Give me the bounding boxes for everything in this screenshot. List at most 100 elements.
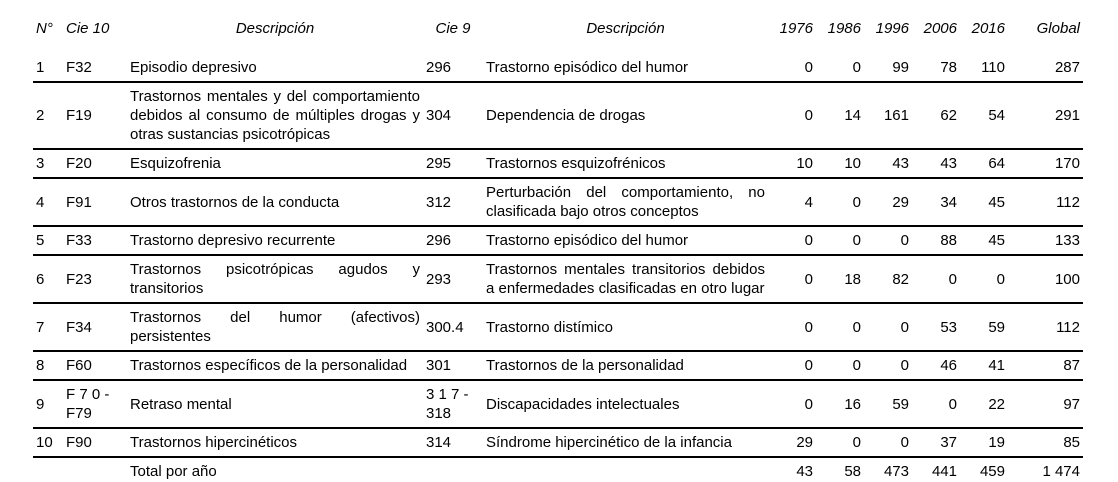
row-number: 10 — [36, 434, 53, 451]
col-header-global: Global — [1036, 19, 1080, 37]
total-row: Total por año 43 58 473 441 459 1 474 — [33, 457, 1083, 482]
cie9-code: 300.4 — [426, 318, 464, 336]
cie9-description: Dependencia de drogas — [486, 107, 646, 124]
year-value: 62 — [940, 107, 957, 124]
col-header-cie10: Cie 10 — [66, 19, 110, 37]
year-value: 0 — [852, 193, 861, 211]
total-empty-desc — [483, 457, 768, 482]
cie9-code: 295 — [426, 155, 452, 172]
cie9-code: 304 — [426, 107, 452, 124]
cie10-code: F34 — [66, 318, 92, 336]
cie10-description: Otros trastornos de la conducta — [130, 193, 340, 211]
global-value: 291 — [1054, 107, 1080, 124]
year-value: 22 — [988, 395, 1005, 413]
year-value: 0 — [804, 395, 813, 413]
cie10-code: F 7 0 - F79 — [66, 386, 110, 422]
global-value: 170 — [1054, 155, 1080, 172]
table-row: 9 F 7 0 - F79 Retraso mental 3 1 7 - 318 Dis… — [33, 380, 1083, 428]
cie9-description: Síndrome hipercinético de la infancia — [486, 434, 732, 451]
year-value: 0 — [948, 270, 957, 288]
year-value: 16 — [844, 395, 861, 413]
col-header-year-1976: 1976 — [779, 19, 813, 37]
cie9-code: 296 — [426, 59, 452, 76]
year-value: 0 — [852, 59, 861, 76]
table-body: 1 F32 Episodio depresivo 296 Trastorno episó… — [33, 54, 1083, 482]
cie9-code: 293 — [426, 270, 452, 288]
cie9-description: Trastornos esquizofrénicos — [486, 155, 666, 172]
cie9-code: 301 — [426, 357, 452, 374]
year-value: 29 — [892, 193, 909, 211]
year-value: 0 — [852, 357, 861, 374]
cie10-description: Trastornos del humor (afectivos) persist… — [130, 309, 420, 345]
total-year-value: 58 — [844, 463, 861, 480]
global-value: 112 — [1056, 318, 1080, 336]
total-label: Total por año — [130, 463, 217, 480]
cie10-code: F91 — [66, 193, 92, 211]
cie9-description: Perturbación del comportamiento, no clas… — [486, 184, 765, 220]
cie10-code: F90 — [66, 434, 92, 451]
year-value: 34 — [940, 193, 957, 211]
year-value: 0 — [900, 357, 909, 374]
col-header-year-1996: 1996 — [875, 19, 909, 37]
year-value: 0 — [852, 434, 861, 451]
year-value: 0 — [996, 270, 1005, 288]
cie10-description: Trastorno depresivo recurrente — [130, 232, 336, 249]
table-row: 10 F90 Trastornos hipercinéticos 314 Síndrom… — [33, 428, 1083, 457]
global-value: 97 — [1063, 395, 1080, 413]
col-header-year-2016: 2016 — [971, 19, 1005, 37]
row-number: 2 — [36, 107, 45, 124]
total-year-value: 473 — [883, 463, 909, 480]
global-value: 133 — [1054, 232, 1080, 249]
row-number: 5 — [36, 232, 45, 249]
cie10-code: F20 — [66, 155, 92, 172]
cie9-description: Trastorno episódico del humor — [486, 232, 689, 249]
table-row: 2 F19 Trastornos mentales y del comportami… — [33, 82, 1083, 149]
table-row: 1 F32 Episodio depresivo 296 Trastorno episó… — [33, 54, 1083, 82]
cie10-code: F60 — [66, 357, 92, 374]
year-value: 0 — [804, 107, 813, 124]
year-value: 78 — [940, 59, 957, 76]
year-value: 41 — [988, 357, 1005, 374]
year-value: 110 — [981, 59, 1005, 76]
table-row: 4 F91 Otros trastornos de la conducta 312 Pe… — [33, 178, 1083, 226]
cie9-description: Trastornos mentales transitorios debidos… — [486, 261, 765, 297]
table-row: 5 F33 Trastorno depresivo recurrente 296 Tra… — [33, 226, 1083, 255]
row-number: 4 — [36, 193, 45, 211]
global-value: 100 — [1054, 270, 1080, 288]
table-row: 8 F60 Trastornos específicos de la persona… — [33, 351, 1083, 380]
col-header-cie9: Cie 9 — [435, 19, 471, 37]
cie10-description: Trastornos hipercinéticos — [130, 434, 298, 451]
header-row: N° Cie 10 Descripción Cie 9 Descripción … — [33, 2, 1083, 54]
col-header-desc-cie9: Descripción — [586, 19, 665, 37]
year-value: 0 — [900, 318, 909, 336]
row-number: 7 — [36, 318, 45, 336]
year-value: 4 — [804, 193, 813, 211]
year-value: 82 — [892, 270, 909, 288]
row-number: 3 — [36, 155, 45, 172]
global-value: 287 — [1054, 59, 1080, 76]
year-value: 0 — [900, 434, 909, 451]
row-number: 8 — [36, 357, 45, 374]
cie9-description: Trastorno episódico del humor — [486, 59, 689, 76]
year-value: 10 — [796, 155, 813, 172]
year-value: 37 — [940, 434, 957, 451]
cie10-description: Trastornos psicotrópicas agudos y transi… — [130, 261, 420, 297]
year-value: 0 — [852, 318, 861, 336]
total-global-value: 1 474 — [1042, 463, 1080, 480]
total-empty-cie9 — [423, 457, 483, 482]
cie9-code: 3 1 7 - 318 — [426, 386, 469, 422]
cie10-description: Esquizofrenia — [130, 155, 221, 172]
diagnosis-table: N° Cie 10 Descripción Cie 9 Descripción … — [33, 2, 1083, 482]
year-value: 46 — [940, 357, 957, 374]
year-value: 45 — [988, 193, 1005, 211]
year-value: 14 — [844, 107, 861, 124]
cie10-code: F19 — [66, 107, 92, 124]
year-value: 0 — [804, 59, 813, 76]
year-value: 53 — [940, 318, 957, 336]
year-value: 59 — [988, 318, 1005, 336]
table-row: 3 F20 Esquizofrenia 295 Trastornos esquizofr… — [33, 149, 1083, 178]
total-empty-num — [33, 457, 63, 482]
year-value: 0 — [804, 357, 813, 374]
cie10-description: Episodio depresivo — [130, 59, 257, 76]
year-value: 99 — [892, 59, 909, 76]
